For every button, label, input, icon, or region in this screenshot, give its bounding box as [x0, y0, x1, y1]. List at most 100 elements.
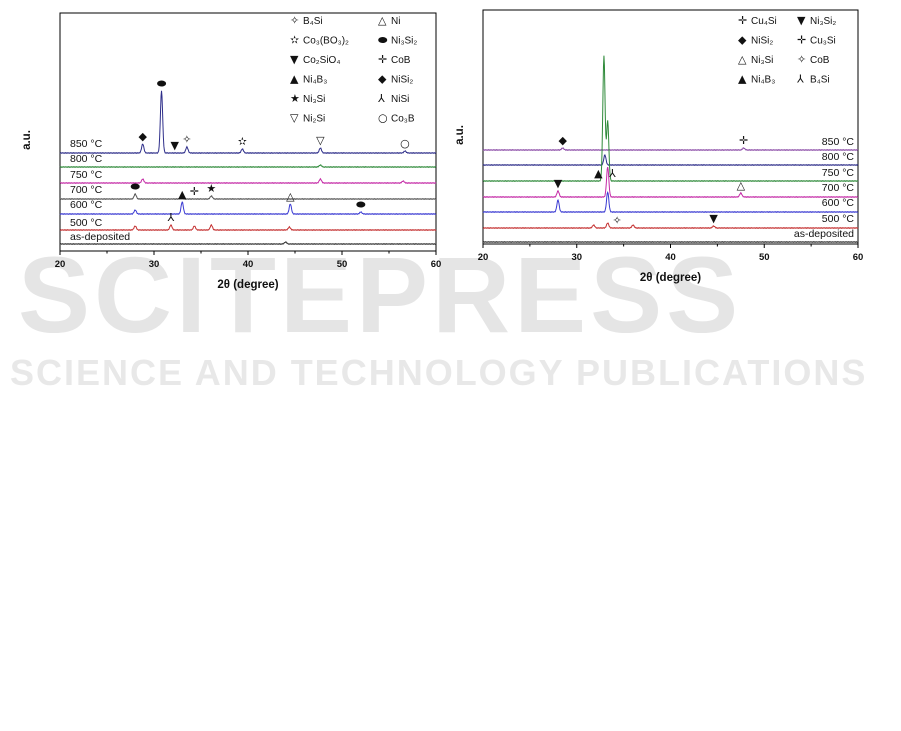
legend-symbol: ✛	[378, 53, 387, 66]
series-label: 850 °C	[822, 136, 855, 148]
series-label: 500 °C	[822, 213, 855, 225]
legend-symbol: ★	[290, 92, 300, 105]
plot-frame	[59, 12, 437, 252]
watermark-main: SCITEPRESS	[18, 234, 742, 355]
phase-marker: ▼	[170, 139, 179, 152]
legend-symbol: ▼	[797, 14, 806, 27]
watermark-subtitle: SCIENCE AND TECHNOLOGY PUBLICATIONS	[10, 352, 867, 393]
legend-label: Co₂SiO₄	[303, 55, 340, 66]
phase-marker: ✧	[182, 133, 191, 146]
phase-marker: ▽	[316, 134, 325, 147]
phase-marker: ⬬	[157, 77, 167, 90]
legend-symbol: ⅄	[378, 92, 385, 105]
phase-marker: ▲	[594, 167, 603, 180]
phase-marker: ✛	[739, 134, 748, 147]
legend-symbol: ▽	[290, 112, 299, 125]
legend-label: NiSi₂	[751, 36, 773, 47]
legend-symbol: ✧	[797, 53, 806, 66]
legend-symbol: ◆	[738, 34, 747, 47]
xrd-chart-left: 20 30 40 50 60 2θ (degree) a.u. 850 °C 800 °C 750…	[21, 12, 442, 291]
series-line	[482, 154, 859, 167]
series-label: 800 °C	[70, 153, 103, 165]
phase-marker: ✛	[190, 185, 199, 198]
legend-label: CoB	[810, 55, 830, 66]
legend-symbol: ✧	[290, 14, 299, 27]
y-axis-title: a.u.	[21, 130, 33, 150]
legend-symbol: ⅄	[797, 73, 804, 86]
legend-label: NiSi	[391, 94, 409, 105]
phase-marker: ⬬	[130, 180, 140, 193]
series-label: 750 °C	[822, 167, 855, 179]
legend-label: B₄Si	[303, 16, 323, 27]
xrd-chart-right: 20 30 40 50 60 2θ (degree) a.u. 850 °C 800 °C 750…	[454, 9, 863, 284]
series-line	[59, 192, 437, 201]
phase-marker: △	[737, 179, 746, 192]
legend-symbol: ▲	[738, 73, 747, 86]
legend-label: CoB	[391, 55, 411, 66]
x-tick-label: 20	[55, 259, 66, 270]
phase-marker: △	[286, 190, 295, 203]
series-label: 600 °C	[822, 197, 855, 209]
legend-label: Ni₄B₃	[303, 75, 327, 86]
x-axis-title: 2θ (degree)	[640, 272, 701, 284]
legend-label: B₄Si	[810, 75, 830, 86]
legend-symbol: △	[738, 53, 747, 66]
phase-marker: ○	[400, 137, 410, 150]
x-tick-label: 50	[759, 252, 770, 263]
phase-marker: ★	[206, 182, 216, 195]
phase-marker: ✫	[238, 135, 247, 148]
legend-symbol: ◆	[378, 73, 387, 86]
series-label: 800 °C	[822, 151, 855, 163]
phase-marker: ⬬	[356, 198, 366, 211]
phase-marker: ◆	[138, 130, 147, 143]
series-line	[59, 90, 437, 155]
y-axis-title: a.u.	[454, 125, 466, 145]
phase-marker: ⅄	[609, 167, 616, 180]
series-line	[59, 201, 437, 216]
phase-marker: ◆	[558, 134, 567, 147]
series-label: 700 °C	[70, 184, 103, 196]
legend-symbol: ○	[378, 112, 388, 125]
series-label: as-deposited	[70, 231, 130, 243]
series-line	[482, 55, 859, 183]
legend-symbol: △	[378, 14, 387, 27]
series-label: 750 °C	[70, 169, 103, 181]
x-tick-label: 50	[337, 259, 348, 270]
legend-symbol: ✛	[797, 34, 806, 47]
series-line	[482, 167, 859, 199]
series-line	[482, 190, 859, 214]
legend-label: Co₃B	[391, 114, 415, 125]
x-tick-label: 60	[431, 259, 442, 270]
legend-label: Ni₃Si	[751, 55, 773, 66]
x-tick-label: 30	[149, 259, 160, 270]
x-tick-label: 40	[665, 252, 676, 263]
series-line	[59, 177, 437, 185]
series-label: as-deposited	[794, 228, 854, 240]
series-line	[482, 222, 859, 230]
legend-label: Ni	[391, 16, 400, 27]
x-tick-label: 40	[243, 259, 254, 270]
legend-label: Ni₄B₃	[751, 75, 775, 86]
legend-symbol: ✛	[738, 14, 747, 27]
series-label: 700 °C	[822, 182, 855, 194]
legend-symbol: ⬬	[378, 34, 388, 47]
series-label: 850 °C	[70, 138, 103, 150]
phase-marker: ✧	[612, 214, 621, 227]
series-line	[59, 241, 437, 246]
legend-label: Ni₃Si₂	[391, 36, 417, 47]
legend-symbol: ▲	[290, 73, 299, 86]
phase-marker: ⅄	[168, 211, 175, 224]
legend-label: Ni₃Si	[303, 94, 325, 105]
legend-label: Cu₃Si	[810, 36, 836, 47]
legend-symbol: ▼	[290, 53, 299, 66]
phase-marker: ▼	[554, 177, 563, 190]
x-axis-title: 2θ (degree)	[217, 279, 278, 291]
series-label: 600 °C	[70, 199, 103, 211]
legend-label: Co₃(BO₃)₂	[303, 36, 349, 47]
legend-label: Ni₂Si	[303, 114, 325, 125]
series-line	[482, 240, 859, 244]
series-label: 500 °C	[70, 217, 103, 229]
x-tick-label: 30	[571, 252, 582, 263]
series-line	[482, 147, 859, 152]
